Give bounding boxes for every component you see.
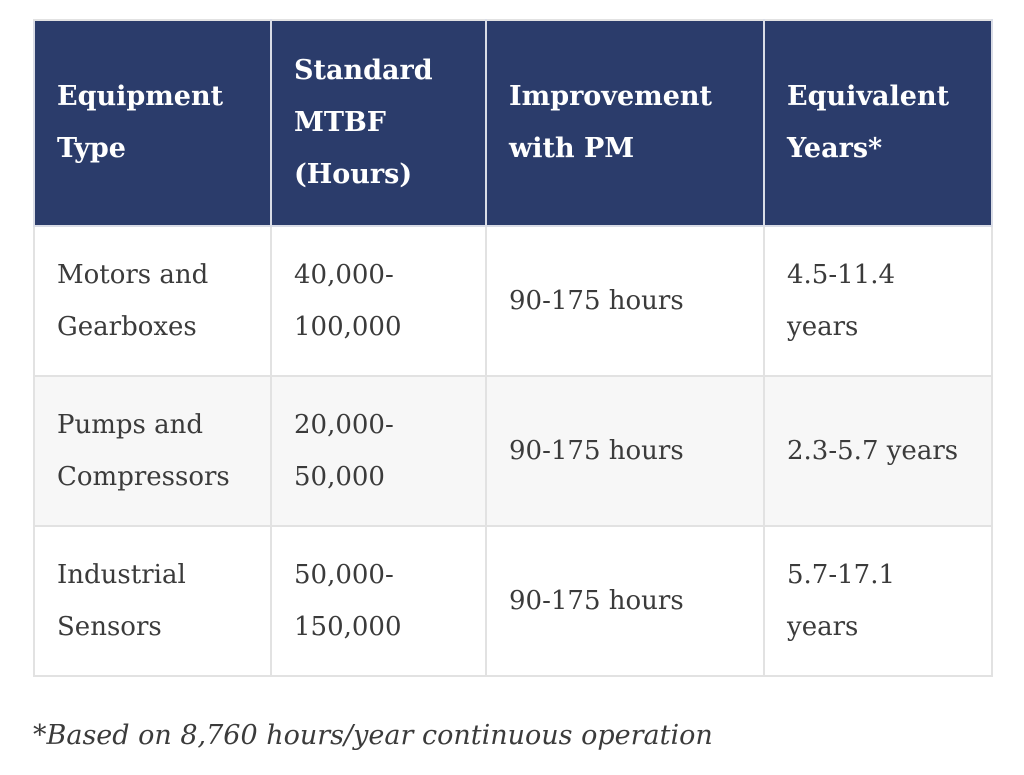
cell-equivalent-years: 5.7-17.1 years — [763, 525, 993, 677]
table-row: Motors and Gearboxes 40,000- 100,000 90-… — [33, 225, 993, 377]
header-improvement-with-pm: Improvement with PM — [485, 19, 765, 227]
cell-equivalent-years: 2.3-5.7 years — [763, 375, 993, 527]
cell-improvement: 90-175 hours — [485, 525, 765, 677]
cell-improvement: 90-175 hours — [485, 375, 765, 527]
table-footnote: *Based on 8,760 hours/year continuous op… — [33, 720, 713, 751]
cell-standard-mtbf: 40,000- 100,000 — [270, 225, 487, 377]
equipment-mtbf-table: Equipment Type Standard MTBF (Hours) Imp… — [33, 19, 993, 677]
header-equivalent-years: Equivalent Years* — [763, 19, 993, 227]
cell-standard-mtbf: 20,000- 50,000 — [270, 375, 487, 527]
cell-standard-mtbf: 50,000- 150,000 — [270, 525, 487, 677]
header-row: Equipment Type Standard MTBF (Hours) Imp… — [33, 19, 993, 227]
table-header: Equipment Type Standard MTBF (Hours) Imp… — [33, 19, 993, 227]
header-equipment-type: Equipment Type — [33, 19, 272, 227]
table-row: Industrial Sensors 50,000- 150,000 90-17… — [33, 525, 993, 677]
cell-improvement: 90-175 hours — [485, 225, 765, 377]
header-standard-mtbf: Standard MTBF (Hours) — [270, 19, 487, 227]
table-body: Motors and Gearboxes 40,000- 100,000 90-… — [33, 225, 993, 677]
cell-equipment-type: Pumps and Compressors — [33, 375, 272, 527]
table-row: Pumps and Compressors 20,000- 50,000 90-… — [33, 375, 993, 527]
cell-equivalent-years: 4.5-11.4 years — [763, 225, 993, 377]
cell-equipment-type: Motors and Gearboxes — [33, 225, 272, 377]
cell-equipment-type: Industrial Sensors — [33, 525, 272, 677]
